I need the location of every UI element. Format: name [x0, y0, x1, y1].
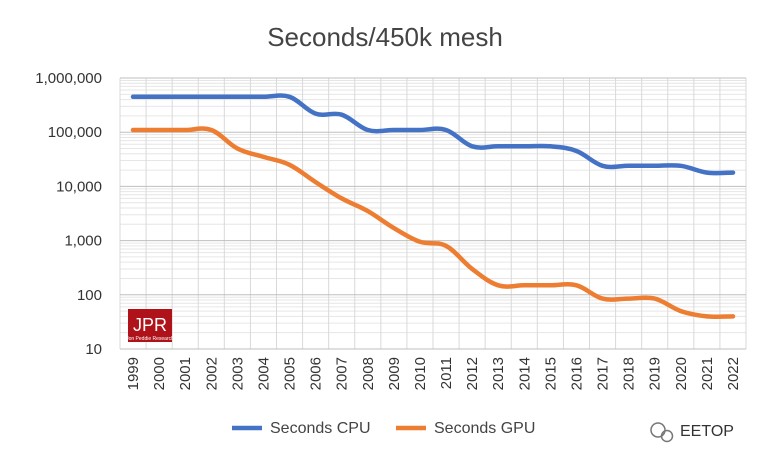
jpr-logo: JPR Jon Peddie Research	[126, 309, 174, 342]
x-tick-label: 2002	[203, 357, 220, 390]
watermark-text: EETOP	[680, 423, 734, 440]
x-tick-label: 2022	[725, 357, 742, 390]
x-axis-ticks: 1999 2000 2001 2002 2003 2004 2005 2006 2007 2008…	[125, 357, 742, 390]
y-tick-label: 10,000	[56, 178, 102, 195]
legend-label: Seconds GPU	[434, 420, 535, 437]
legend-label: Seconds CPU	[270, 420, 371, 437]
series-line-cpu	[130, 93, 736, 176]
x-tick-label: 2013	[490, 357, 507, 390]
y-tick-label: 100,000	[48, 124, 102, 141]
y-tick-label: 1,000	[64, 233, 102, 250]
x-tick-label: 2021	[699, 357, 716, 390]
x-tick-label: 2003	[229, 357, 246, 390]
x-tick-label: 2020	[673, 357, 690, 390]
x-tick-label: 2009	[386, 357, 403, 390]
grid	[119, 77, 747, 350]
x-tick-label: 2015	[542, 357, 559, 390]
y-axis-ticks: 10 100 1,000 10,000 100,000 1,000,000	[35, 70, 102, 358]
logo-text: JPR	[133, 315, 167, 335]
x-tick-label: 2012	[464, 357, 481, 390]
x-tick-label: 2004	[255, 357, 272, 390]
legend: Seconds CPU Seconds GPU	[232, 420, 535, 437]
x-tick-label: 2018	[621, 357, 638, 390]
series	[130, 93, 736, 320]
x-tick-label: 2019	[647, 357, 664, 390]
x-tick-label: 2001	[177, 357, 194, 390]
x-tick-label: 2000	[151, 357, 168, 390]
x-tick-label: 2005	[282, 357, 299, 390]
chart-title: Seconds/450k mesh	[267, 22, 503, 52]
x-tick-label: 2007	[334, 357, 351, 390]
x-tick-label: 2010	[412, 357, 429, 390]
y-tick-label: 1,000,000	[35, 70, 102, 87]
x-tick-label: 2006	[308, 357, 325, 390]
y-tick-label: 100	[77, 287, 102, 304]
x-tick-label: 2008	[360, 357, 377, 390]
wechat-icon	[650, 422, 674, 443]
watermark: EETOP	[650, 422, 734, 443]
x-tick-label: 2016	[568, 357, 585, 390]
x-tick-label: 2017	[595, 357, 612, 390]
x-tick-label: 2014	[516, 357, 533, 390]
logo-subtext: Jon Peddie Research	[126, 336, 174, 342]
y-tick-label: 10	[85, 341, 102, 358]
x-tick-label: 1999	[125, 357, 142, 390]
x-tick-label: 2011	[438, 357, 455, 389]
series-line-gpu	[130, 126, 736, 320]
